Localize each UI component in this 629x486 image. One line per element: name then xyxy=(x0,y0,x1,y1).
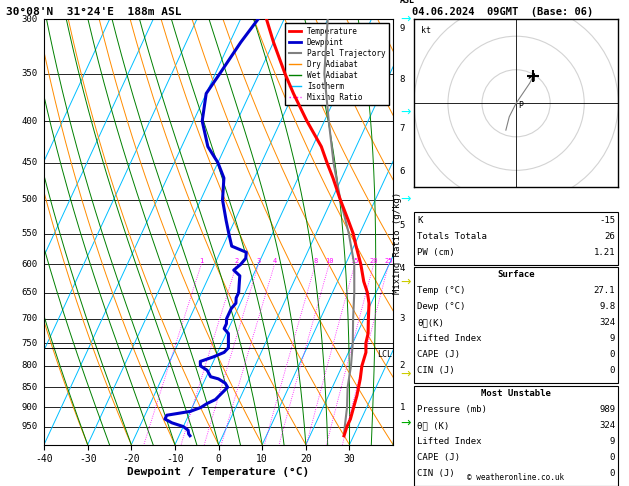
Text: © weatheronline.co.uk: © weatheronline.co.uk xyxy=(467,473,564,482)
Text: 3: 3 xyxy=(399,314,405,323)
Text: 26: 26 xyxy=(604,232,615,241)
Text: 9: 9 xyxy=(399,24,405,33)
Text: 4: 4 xyxy=(272,258,277,264)
Text: kt: kt xyxy=(421,26,431,35)
Text: →: → xyxy=(401,417,411,429)
Text: 900: 900 xyxy=(21,403,38,412)
Text: 650: 650 xyxy=(21,288,38,297)
Text: 3: 3 xyxy=(257,258,260,264)
Text: 800: 800 xyxy=(21,362,38,370)
Text: K: K xyxy=(417,216,423,225)
Text: 324: 324 xyxy=(599,318,615,328)
Text: →: → xyxy=(401,276,411,288)
Text: →: → xyxy=(401,193,411,206)
Text: 700: 700 xyxy=(21,314,38,323)
Text: θᴄ (K): θᴄ (K) xyxy=(417,421,449,430)
Text: 0: 0 xyxy=(610,366,615,376)
Text: 4: 4 xyxy=(399,264,405,274)
Text: -15: -15 xyxy=(599,216,615,225)
Text: 550: 550 xyxy=(21,229,38,238)
Text: 300: 300 xyxy=(21,15,38,24)
Text: Pressure (mb): Pressure (mb) xyxy=(417,405,487,414)
Text: 20: 20 xyxy=(369,258,378,264)
Text: →: → xyxy=(401,105,411,118)
Text: 2: 2 xyxy=(399,362,405,370)
Text: 0: 0 xyxy=(610,350,615,360)
Text: 25: 25 xyxy=(384,258,393,264)
Text: Totals Totala: Totals Totala xyxy=(417,232,487,241)
Text: CAPE (J): CAPE (J) xyxy=(417,453,460,462)
Text: 9: 9 xyxy=(610,334,615,344)
Text: 27.1: 27.1 xyxy=(594,286,615,295)
Text: CIN (J): CIN (J) xyxy=(417,366,455,376)
Text: Lifted Index: Lifted Index xyxy=(417,334,482,344)
Text: Lifted Index: Lifted Index xyxy=(417,437,482,446)
Text: 989: 989 xyxy=(599,405,615,414)
Text: 10: 10 xyxy=(325,258,333,264)
Text: LCL: LCL xyxy=(377,349,392,359)
Text: 8: 8 xyxy=(313,258,318,264)
Text: 1.21: 1.21 xyxy=(594,248,615,257)
Text: 600: 600 xyxy=(21,260,38,269)
Text: Dewp (°C): Dewp (°C) xyxy=(417,302,465,312)
Text: Most Unstable: Most Unstable xyxy=(481,389,551,398)
Text: 1: 1 xyxy=(399,403,405,412)
Text: 8: 8 xyxy=(399,75,405,85)
Text: Mixing Ratio (g/kg): Mixing Ratio (g/kg) xyxy=(393,192,402,294)
Text: 750: 750 xyxy=(21,339,38,347)
Text: 5: 5 xyxy=(399,221,405,230)
Text: 04.06.2024  09GMT  (Base: 06): 04.06.2024 09GMT (Base: 06) xyxy=(412,7,593,17)
Text: Surface: Surface xyxy=(498,270,535,279)
Text: 9: 9 xyxy=(610,437,615,446)
Text: km
ASL: km ASL xyxy=(399,0,415,5)
Text: 324: 324 xyxy=(599,421,615,430)
Text: →: → xyxy=(401,13,411,26)
Text: 7: 7 xyxy=(399,123,405,133)
Text: 6: 6 xyxy=(399,168,405,176)
Text: P: P xyxy=(518,101,523,110)
Text: 450: 450 xyxy=(21,158,38,167)
Text: 30°08'N  31°24'E  188m ASL: 30°08'N 31°24'E 188m ASL xyxy=(6,7,182,17)
Text: 0: 0 xyxy=(610,469,615,478)
Text: 9.8: 9.8 xyxy=(599,302,615,312)
Text: 500: 500 xyxy=(21,195,38,205)
Text: Temp (°C): Temp (°C) xyxy=(417,286,465,295)
X-axis label: Dewpoint / Temperature (°C): Dewpoint / Temperature (°C) xyxy=(128,467,309,477)
Text: CIN (J): CIN (J) xyxy=(417,469,455,478)
Text: PW (cm): PW (cm) xyxy=(417,248,455,257)
Text: 1: 1 xyxy=(199,258,203,264)
Text: θᴄ(K): θᴄ(K) xyxy=(417,318,444,328)
Text: 400: 400 xyxy=(21,117,38,125)
Text: 15: 15 xyxy=(350,258,359,264)
Text: 0: 0 xyxy=(610,453,615,462)
Text: 950: 950 xyxy=(21,422,38,431)
Text: 2: 2 xyxy=(235,258,239,264)
Text: 850: 850 xyxy=(21,383,38,392)
Text: 350: 350 xyxy=(21,69,38,78)
Text: →: → xyxy=(401,368,411,381)
Legend: Temperature, Dewpoint, Parcel Trajectory, Dry Adiabat, Wet Adiabat, Isotherm, Mi: Temperature, Dewpoint, Parcel Trajectory… xyxy=(286,23,389,105)
Text: CAPE (J): CAPE (J) xyxy=(417,350,460,360)
